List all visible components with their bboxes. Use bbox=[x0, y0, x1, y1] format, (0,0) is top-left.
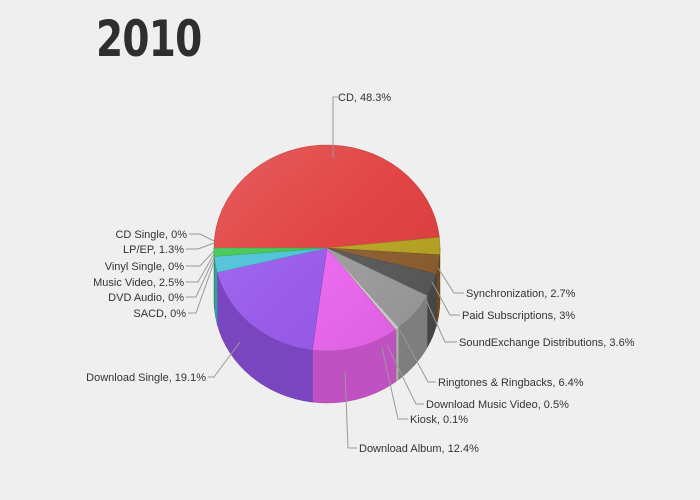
leader-music-video bbox=[186, 253, 215, 283]
leader-download-album bbox=[344, 371, 357, 449]
pie-labels: CD, 48.3% Synchronization, 2.7% Paid Subsc… bbox=[86, 92, 635, 455]
label-download-album: Download Album, 12.4% bbox=[359, 443, 479, 455]
leader-cd-single bbox=[189, 233, 215, 242]
leader-cd bbox=[332, 96, 338, 158]
leader-paid-subscriptions bbox=[431, 281, 460, 316]
leader-vinyl-single bbox=[186, 250, 215, 267]
label-cd-single: CD Single, 0% bbox=[115, 229, 187, 241]
label-sacd: SACD, 0% bbox=[133, 308, 186, 320]
leader-soundexchange-distributions bbox=[425, 299, 457, 343]
chart-title: 2010 bbox=[96, 10, 202, 68]
label-dvd-audio: DVD Audio, 0% bbox=[108, 292, 184, 304]
leader-sacd bbox=[188, 261, 215, 314]
label-download-single: Download Single, 19.1% bbox=[86, 372, 206, 384]
label-kiosk: Kiosk, 0.1% bbox=[410, 414, 468, 426]
slice-cd[interactable] bbox=[213, 144, 440, 249]
leader-lp-ep bbox=[186, 242, 215, 250]
label-vinyl-single: Vinyl Single, 0% bbox=[105, 261, 185, 273]
side-download-music-video bbox=[395, 327, 399, 383]
leader-download-single bbox=[208, 341, 241, 378]
leader-kiosk bbox=[381, 347, 408, 420]
label-synchronization: Synchronization, 2.7% bbox=[466, 288, 576, 300]
label-cd: CD, 48.3% bbox=[338, 92, 391, 104]
leader-synchronization bbox=[437, 267, 464, 294]
leader-dvd-audio bbox=[186, 257, 215, 298]
label-lp-ep: LP/EP, 1.3% bbox=[123, 244, 184, 256]
leader-download-music-video bbox=[386, 344, 424, 405]
pie-tops bbox=[213, 144, 441, 352]
label-paid-subscriptions: Paid Subscriptions, 3% bbox=[462, 310, 575, 322]
label-ringtones-ringbacks: Ringtones & Ringbacks, 6.4% bbox=[438, 377, 584, 389]
label-download-music-video: Download Music Video, 0.5% bbox=[426, 399, 569, 411]
leader-ringtones-ringbacks bbox=[399, 329, 436, 383]
label-music-video: Music Video, 2.5% bbox=[93, 277, 184, 289]
label-soundexchange-distributions: SoundExchange Distributions, 3.6% bbox=[459, 337, 635, 349]
